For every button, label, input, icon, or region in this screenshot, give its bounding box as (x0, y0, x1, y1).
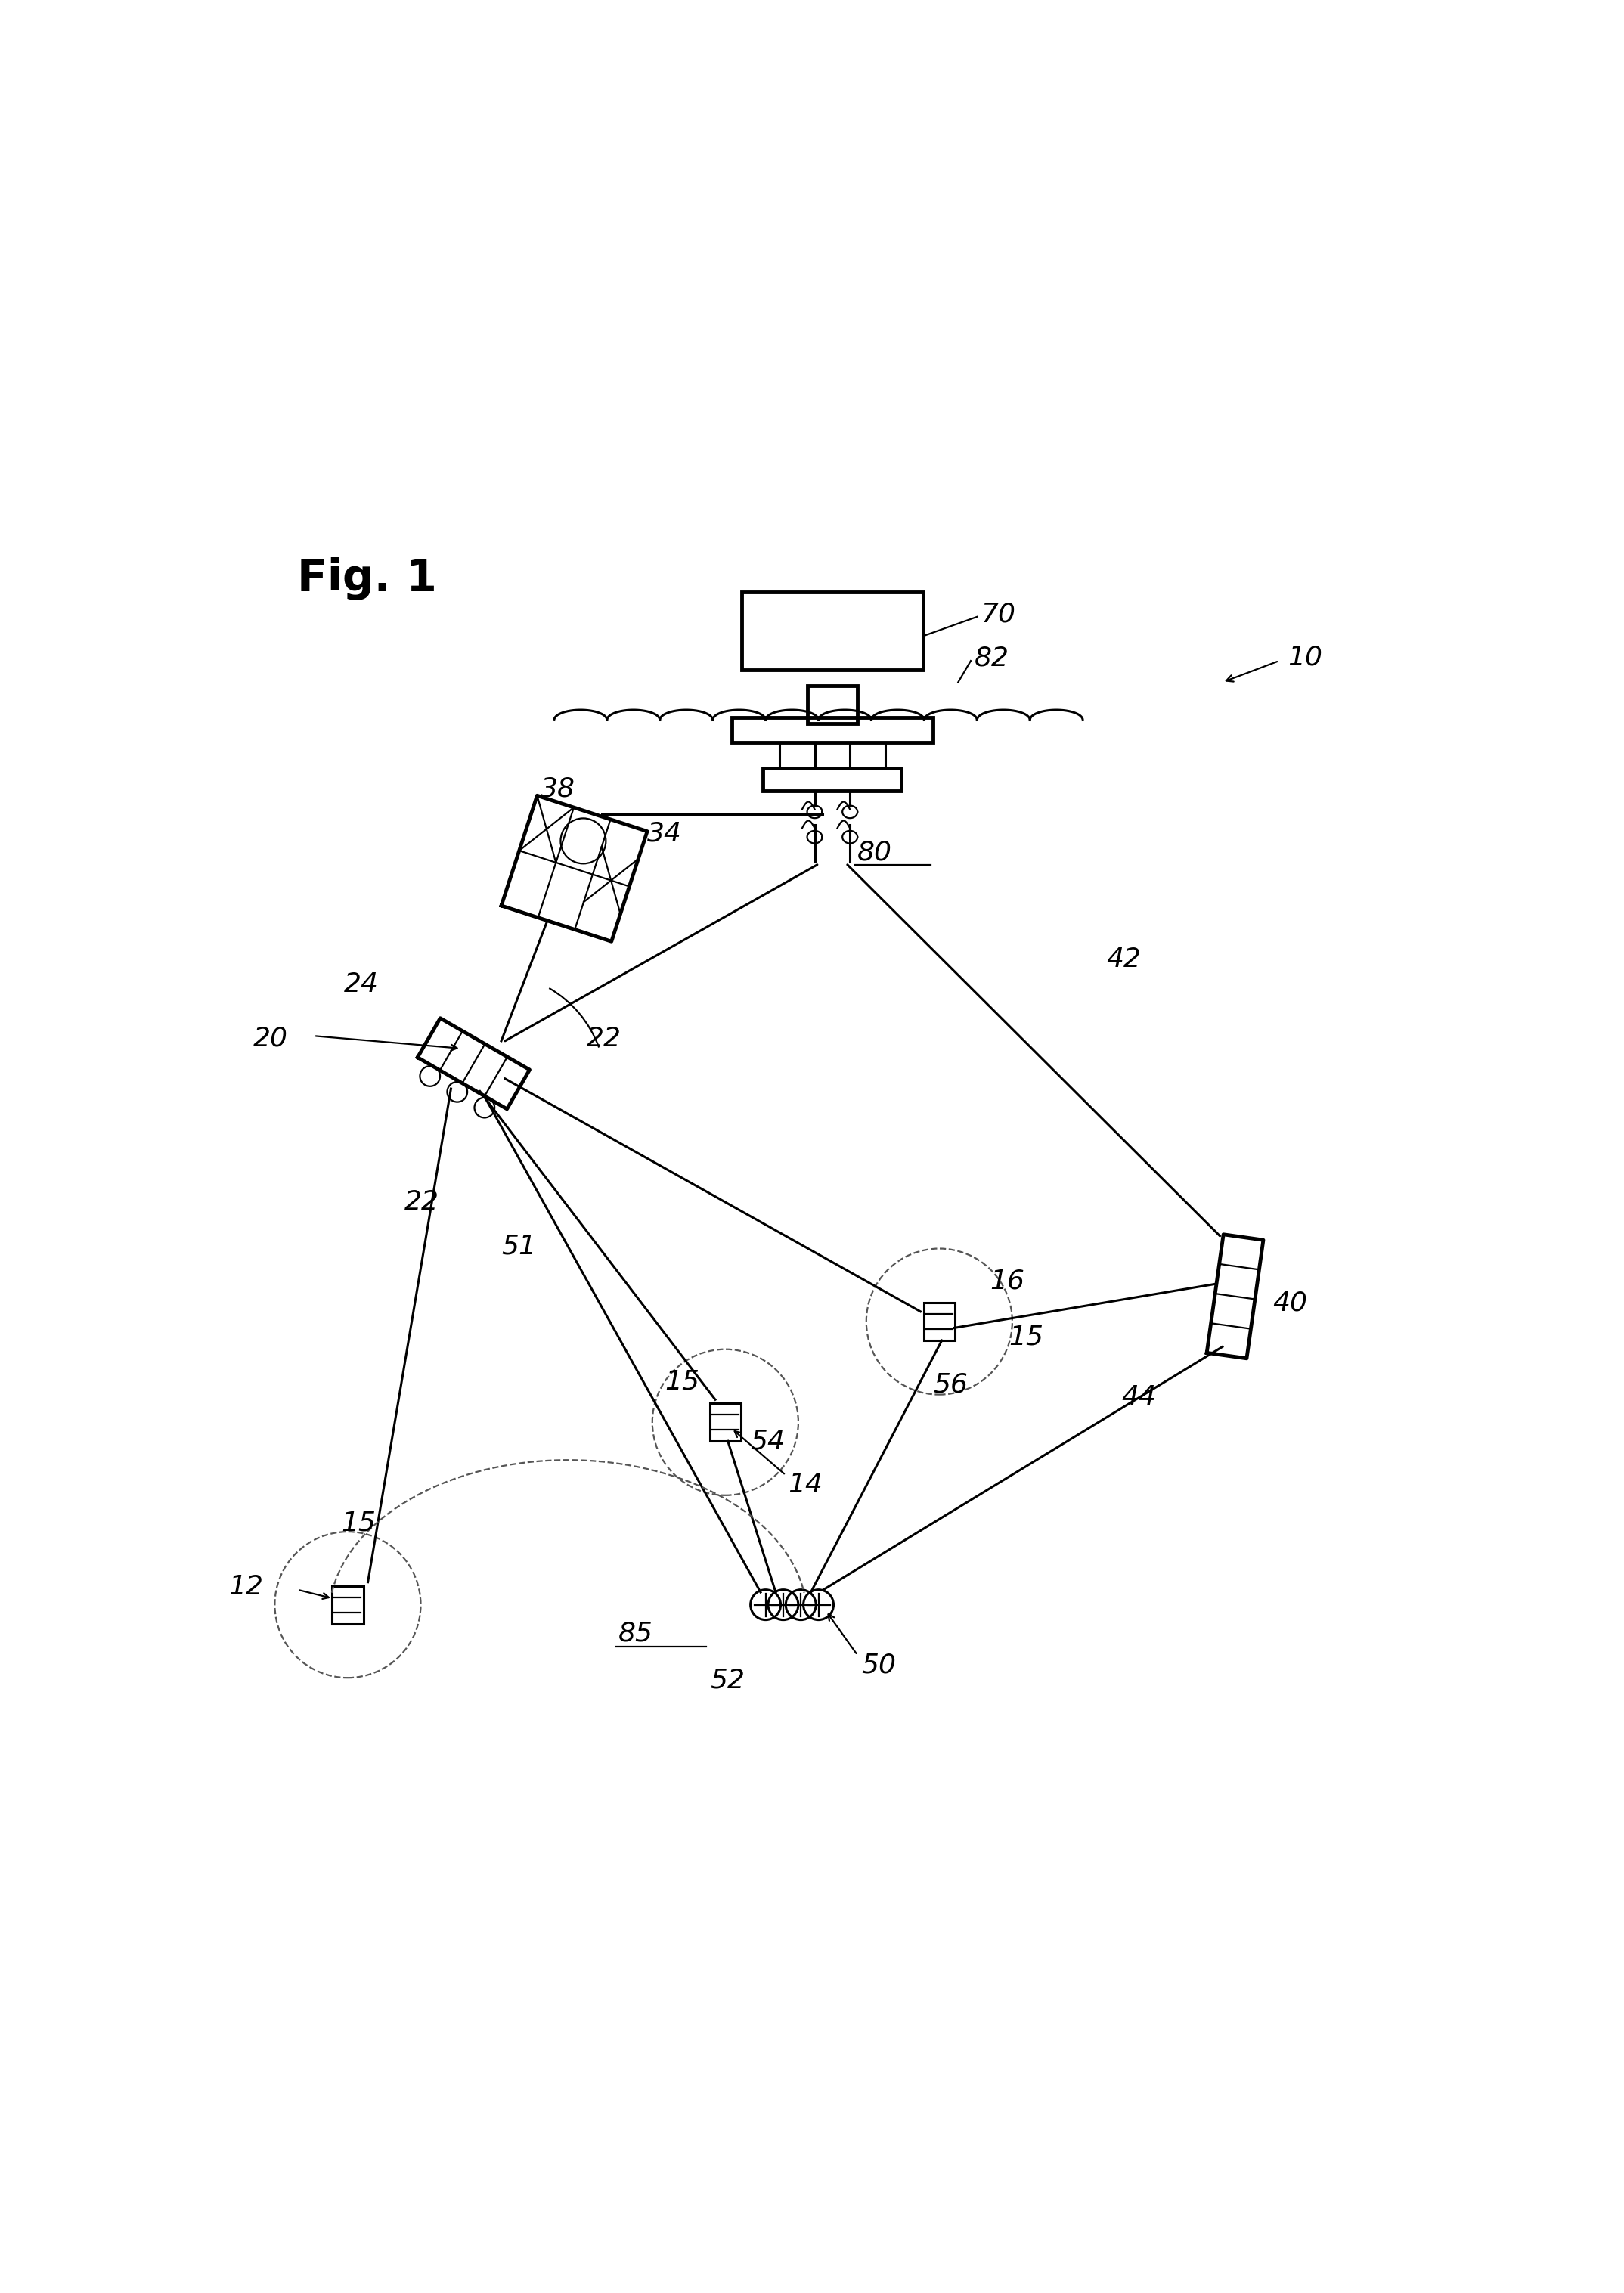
Text: 56: 56 (932, 1371, 968, 1396)
Text: 15: 15 (1009, 1323, 1043, 1351)
Bar (731, 718, 932, 743)
Text: Fig. 1: Fig. 1 (297, 557, 437, 601)
Text: 34: 34 (648, 821, 682, 846)
Bar (742, 592, 922, 670)
Text: 51: 51 (502, 1234, 536, 1259)
Text: 20: 20 (253, 1025, 287, 1050)
Text: 14: 14 (788, 1472, 823, 1497)
Bar (763, 768, 901, 791)
Text: 16: 16 (989, 1268, 1025, 1293)
Text: 22: 22 (404, 1190, 438, 1215)
Text: 52: 52 (710, 1667, 745, 1692)
Text: 70: 70 (981, 601, 1015, 626)
Text: 10: 10 (1288, 644, 1322, 670)
Text: 24: 24 (344, 972, 378, 997)
Text: 42: 42 (1106, 947, 1142, 972)
Text: 82: 82 (974, 644, 1009, 672)
Text: 85: 85 (619, 1621, 653, 1646)
Text: 38: 38 (541, 777, 575, 803)
Text: 40: 40 (1273, 1291, 1307, 1316)
Text: 22: 22 (586, 1025, 622, 1050)
Bar (331, 1587, 364, 1623)
Text: 15: 15 (664, 1369, 700, 1394)
Text: 80: 80 (857, 839, 892, 864)
Bar (807, 686, 857, 725)
Text: 54: 54 (750, 1429, 786, 1454)
Text: 12: 12 (227, 1575, 263, 1601)
Text: 44: 44 (1122, 1385, 1156, 1410)
Bar (924, 1302, 955, 1341)
Text: 15: 15 (341, 1511, 377, 1536)
Text: 50: 50 (861, 1653, 896, 1678)
Bar (710, 1403, 741, 1440)
